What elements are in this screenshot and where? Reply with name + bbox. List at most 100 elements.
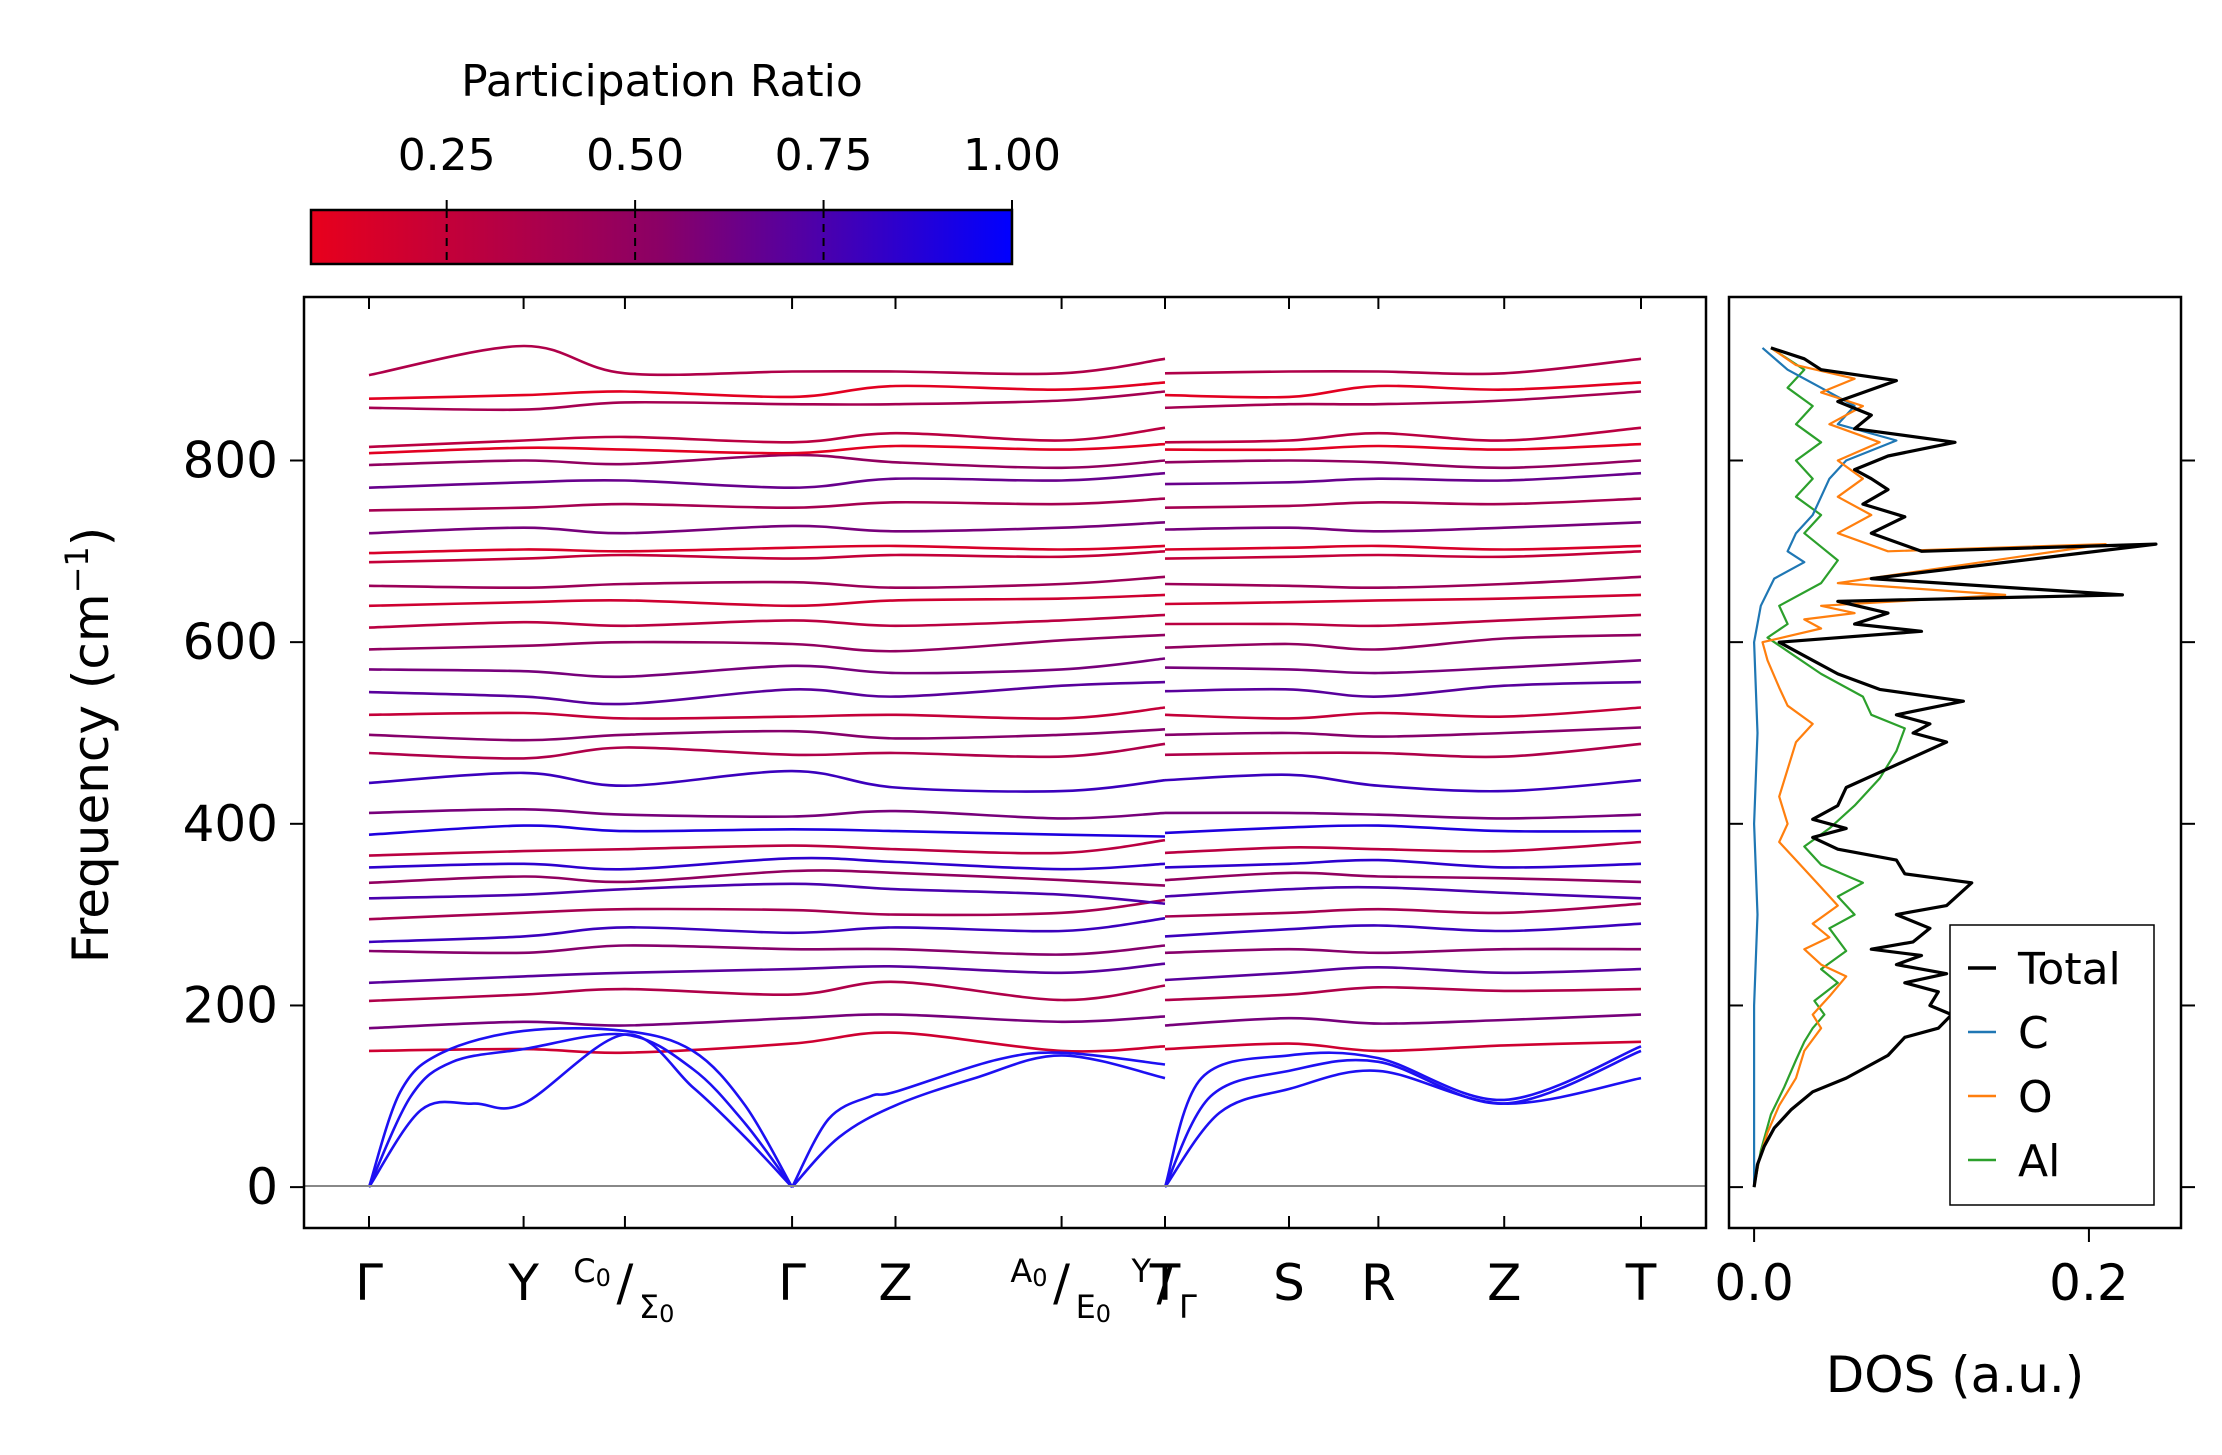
optical-band-line <box>368 944 1166 956</box>
optical-band-line <box>1164 521 1642 533</box>
optical-band-line <box>368 1013 1166 1030</box>
band-x-tick-label: T <box>1625 1254 1657 1312</box>
optical-band-line <box>368 706 1166 720</box>
band-x-tick-label: R <box>1361 1254 1396 1312</box>
dos-line-al <box>1753 346 1906 1188</box>
band-x-tick-label-lower: Σ0 <box>639 1288 675 1328</box>
band-x-tick-label-compound: Y / Γ <box>1130 1252 1197 1326</box>
optical-band-line <box>1164 426 1642 444</box>
optical-band-line <box>1164 742 1642 759</box>
acoustic-band-line <box>790 1051 1166 1188</box>
optical-band-line <box>368 390 1166 412</box>
band-x-tick-label: S <box>1273 1254 1305 1312</box>
colorbar-gradient <box>309 208 1014 266</box>
optical-band-line <box>368 980 1166 1003</box>
optical-band-line <box>368 497 1166 512</box>
band-x-tick-label-compound: C0/Σ0 <box>573 1252 674 1328</box>
optical-band-line <box>1164 811 1642 820</box>
legend-label-al: Al <box>2018 1136 2060 1187</box>
optical-band-line <box>368 769 1166 793</box>
band-x-tick-label: Z <box>1487 1254 1521 1312</box>
optical-band-line <box>368 453 1166 470</box>
optical-band-line <box>368 856 1166 871</box>
colorbar-title: Participation Ratio <box>461 56 863 107</box>
dos-line-total <box>1752 346 2158 1188</box>
optical-band-line <box>1164 575 1642 590</box>
optical-band-line <box>1164 985 1642 1002</box>
band-x-tick-label-upper: C0 <box>573 1252 611 1292</box>
band-x-tick-label-slash: / <box>1157 1254 1174 1312</box>
optical-band-line <box>368 633 1166 653</box>
optical-band-line <box>368 838 1166 857</box>
acoustic-band-line <box>367 1027 794 1188</box>
acoustic-band-line <box>1163 1049 1642 1188</box>
legend-label-c: C <box>2018 1008 2049 1059</box>
colorbar-tick-label: 0.50 <box>586 130 684 181</box>
optical-band-line <box>1164 680 1642 698</box>
optical-band-line <box>368 869 1166 887</box>
optical-band-line <box>1164 858 1642 869</box>
optical-band-line <box>368 442 1166 455</box>
optical-band-line <box>1164 1040 1642 1053</box>
band-x-tick-label-slash: / <box>617 1254 634 1312</box>
optical-band-line <box>368 344 1166 377</box>
dos-x-tick-label: 0.2 <box>2049 1254 2129 1312</box>
acoustic-band-line <box>1163 1069 1642 1188</box>
acoustic-band-line <box>1163 1045 1642 1188</box>
band-x-tick-label-lower: E0 <box>1076 1288 1112 1328</box>
optical-band-line <box>1164 442 1642 452</box>
legend-label-o: O <box>2018 1072 2053 1123</box>
optical-band-line <box>1164 357 1642 376</box>
optical-band-line <box>1164 390 1642 410</box>
optical-band-line <box>368 807 1166 820</box>
optical-band-line <box>1164 593 1642 606</box>
optical-band-line <box>368 680 1166 706</box>
optical-band-line <box>1164 550 1642 560</box>
optical-band-line <box>368 882 1166 905</box>
legend: Total CO Al <box>1949 924 2155 1206</box>
optical-band-line <box>368 742 1166 760</box>
band-x-tick-label-compound: A0/E0 <box>1010 1252 1111 1328</box>
optical-band-line <box>368 426 1166 449</box>
optical-band-line <box>368 381 1166 400</box>
optical-band-line <box>1164 824 1642 835</box>
band-x-tick-label-slash: / <box>1053 1254 1070 1312</box>
band-x-tick-label: Γ <box>778 1254 806 1312</box>
colorbar-tick-label: 0.25 <box>398 130 496 181</box>
optical-band-line <box>368 593 1166 608</box>
optical-band-line <box>1164 544 1642 551</box>
optical-band-line <box>1164 947 1642 955</box>
colorbar: Participation Ratio 0.25 0.50 0.75 1.00 <box>309 56 1061 266</box>
optical-band-line <box>1164 885 1642 900</box>
band-y-axis-label: Frequency (cm−1) <box>58 527 120 964</box>
band-y-tick-label: 600 <box>183 613 278 671</box>
optical-band-line <box>1164 871 1642 884</box>
optical-band-line <box>1164 459 1642 470</box>
band-y-tick-label: 0 <box>246 1158 278 1216</box>
band-y-axis: 0 200 400 600 800 <box>183 431 304 1216</box>
optical-band-line <box>1164 902 1642 918</box>
band-lines <box>367 344 1642 1188</box>
optical-band-line <box>368 962 1166 985</box>
band-y-tick-label: 200 <box>183 976 278 1034</box>
optical-band-line <box>1164 381 1642 399</box>
legend-items: Total CO Al <box>1968 944 2121 1187</box>
colorbar-tick-label: 0.75 <box>775 130 873 181</box>
band-x-tick-label: Y <box>507 1254 539 1312</box>
band-x-tick-label-upper-index: 0 <box>596 1264 611 1292</box>
optical-band-line <box>1164 633 1642 651</box>
dos-line-o <box>1753 346 2107 1188</box>
dos-x-axis-label: DOS (a.u.) <box>1826 1346 2085 1404</box>
band-x-tick-label: Γ <box>355 1254 383 1312</box>
band-y-axis-label-text: Frequency (cm <box>62 593 120 963</box>
band-x-tick-label-lower: Γ <box>1179 1288 1197 1326</box>
band-x-tick-label: T <box>1149 1254 1181 1312</box>
optical-band-line <box>1164 613 1642 628</box>
band-x-tick-label-upper-index: 0 <box>1032 1264 1047 1292</box>
acoustic-band-line <box>367 1032 794 1188</box>
optical-band-line <box>368 471 1166 490</box>
band-y-axis-label-superscript: −1 <box>58 546 96 593</box>
